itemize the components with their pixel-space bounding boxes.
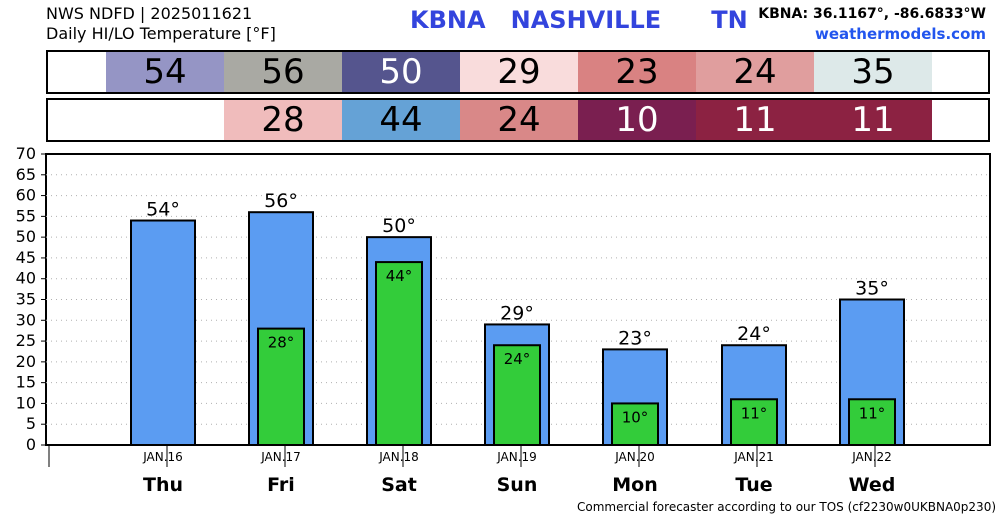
day-label: Sun [497,474,538,496]
lo-temp-cell: 28 [224,100,342,140]
low-temp-label: 24° [504,350,531,368]
date-label: JAN.21 [733,450,774,464]
day-label: Fri [267,474,295,496]
lo-temp-cell: 11 [696,100,814,140]
footer-note: Commercial forecaster according to our T… [577,500,997,514]
low-temp-label: 28° [268,334,295,352]
low-temp-bar [257,327,305,447]
y-tick-label: 35 [16,290,36,309]
hi-temp-cell: 24 [696,52,814,92]
date-label: JAN.16 [142,450,183,464]
day-label: Thu [143,474,183,496]
y-tick-label: 15 [16,373,36,392]
low-temp-label: 10° [622,408,649,426]
date-label: JAN.22 [851,450,892,464]
y-tick-label: 5 [26,414,36,433]
station-title: KBNA NASHVILLE TN [410,6,748,34]
low-temp-bar [611,402,659,446]
low-temp-bar [493,344,541,447]
hi-temp-cell: 54 [106,52,224,92]
high-temp-bar [130,219,196,446]
y-tick-label: 70 [16,144,36,163]
day-label: Wed [849,474,896,496]
lo-temp-cell: 11 [814,100,932,140]
hi-temp-cell: 56 [224,52,342,92]
high-temp-label: 24° [737,323,771,345]
day-label: Sat [381,474,417,496]
hi-temp-cell: 50 [342,52,460,92]
lo-temp-cell [106,100,224,140]
low-temp-label: 44° [386,267,413,285]
day-label: Tue [735,474,772,496]
header-right: KBNA: 36.1167°, -86.6833°W weathermodels… [758,4,986,44]
low-temp-bar [730,398,778,446]
date-label: JAN.17 [260,450,301,464]
lo-temp-cell: 44 [342,100,460,140]
high-temp-label: 56° [264,190,298,212]
low-temp-label: 11° [741,404,768,422]
header-left: NWS NDFD | 2025011621 Daily HI/LO Temper… [46,4,276,44]
date-label: JAN.20 [614,450,655,464]
y-tick-label: 50 [16,227,36,246]
y-tick-label: 55 [16,206,36,225]
chart-subtitle: Daily HI/LO Temperature [°F] [46,24,276,43]
low-temp-label: 11° [859,404,886,422]
y-tick-label: 25 [16,331,36,350]
station-coordinates: KBNA: 36.1167°, -86.6833°W [758,6,986,22]
day-label: Mon [612,474,658,496]
high-temp-label: 29° [500,302,534,324]
high-temp-label: 54° [146,199,180,221]
high-temp-label: 50° [382,215,416,237]
lo-temp-cell: 10 [578,100,696,140]
high-temp-strip: 54 56 50 29 23 24 35 [46,50,990,94]
low-temp-strip: 28 44 24 10 11 11 [46,98,990,142]
hi-temp-cell: 29 [460,52,578,92]
high-temp-label: 23° [618,327,652,349]
product-title: NWS NDFD | 2025011621 [46,4,253,23]
site-link[interactable]: weathermodels.com [814,25,986,43]
low-temp-bar [848,398,896,446]
high-temp-label: 35° [855,278,889,300]
y-tick-label: 45 [16,248,36,267]
y-tick-label: 20 [16,352,36,371]
low-temp-bar [375,261,423,447]
y-tick-label: 30 [16,310,36,329]
hi-temp-cell: 23 [578,52,696,92]
y-tick-label: 10 [16,393,36,412]
y-tick-label: 60 [16,186,36,205]
y-tick-label: 65 [16,165,36,184]
date-label: JAN.18 [378,450,419,464]
y-tick-label: 40 [16,269,36,288]
y-tick-label: 0 [26,435,36,454]
hi-temp-cell: 35 [814,52,932,92]
lo-temp-cell: 24 [460,100,578,140]
date-label: JAN.19 [496,450,537,464]
